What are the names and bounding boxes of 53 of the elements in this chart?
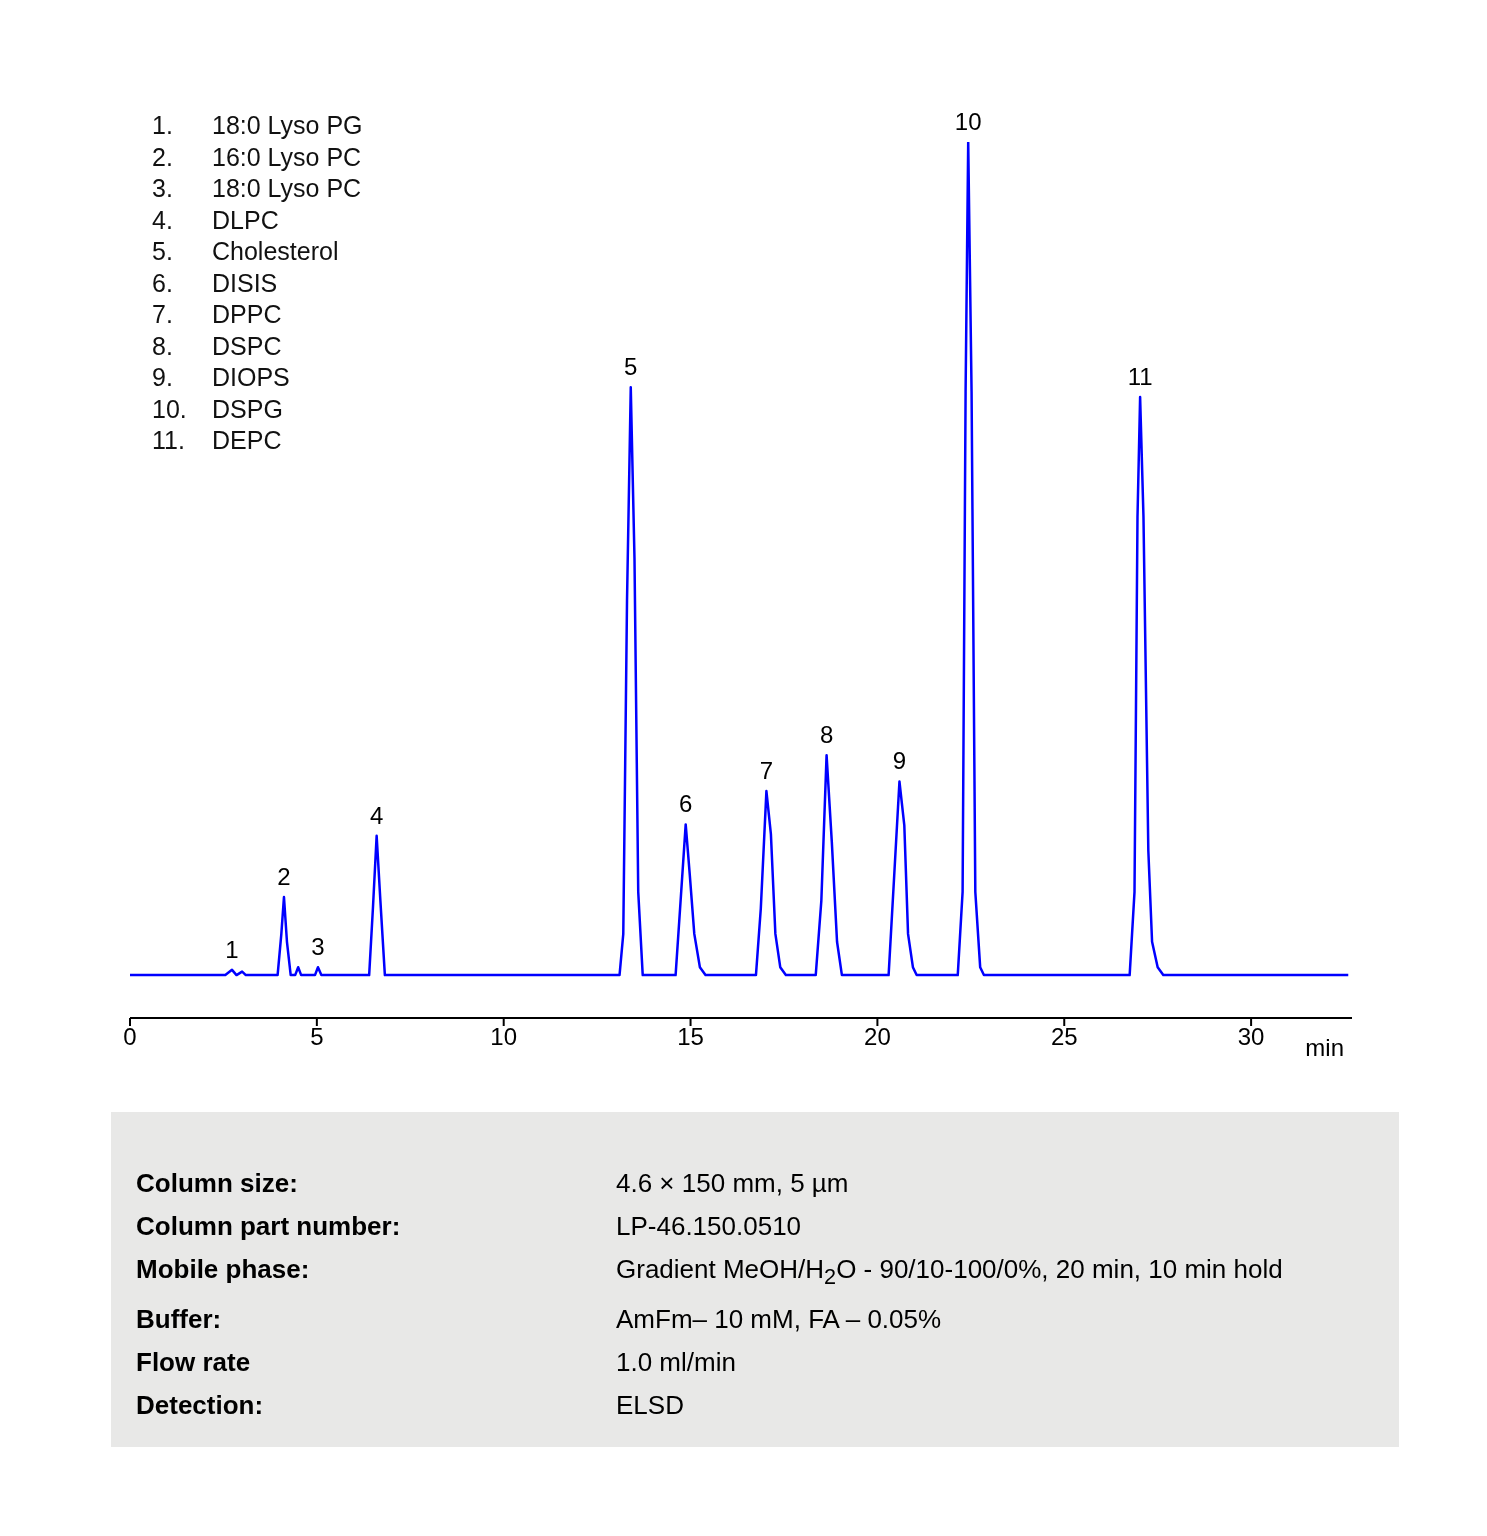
text: Buffer:: [136, 1303, 223, 1337]
annotation: DSPC: [212, 330, 282, 362]
x-tick-label: 30: [1237, 1023, 1265, 1051]
text: 18:0 Lyso PG: [212, 110, 363, 141]
text: ELSD: [616, 1389, 684, 1423]
annotation: 11.: [152, 425, 186, 456]
annotation: 10: [954, 108, 982, 135]
annotation: 4: [369, 801, 384, 829]
annotation: 5: [624, 353, 638, 381]
annotation: 3.: [152, 173, 174, 204]
x-tick-label: 5: [310, 1023, 324, 1051]
text: LP-46.150.0510: [616, 1210, 802, 1243]
annotation: DIOPS: [212, 362, 290, 393]
annotation: 7: [759, 757, 774, 785]
annotation: 10.: [152, 393, 188, 425]
annotation: 9: [892, 747, 907, 775]
x-tick-label: 10: [490, 1023, 518, 1051]
annotation: 8.: [152, 330, 174, 362]
annotation: 5.: [152, 236, 174, 267]
annotation: DSPG: [212, 393, 283, 425]
text: Column part number:: [136, 1210, 402, 1243]
x-axis-title: min: [1305, 1034, 1344, 1061]
x-tick-label: 20: [864, 1023, 891, 1051]
x-tick-label: 0: [123, 1023, 137, 1051]
text: Flow rate: [136, 1346, 252, 1380]
annotation: 1: [225, 935, 239, 963]
annotation: 3: [311, 933, 325, 961]
annotation: 18:0 Lyso PC: [212, 173, 362, 204]
text: Detection:: [136, 1389, 265, 1423]
annotation: DEPC: [212, 425, 282, 456]
annotation: 16:0 Lyso PC: [212, 141, 362, 173]
text: Column size:: [136, 1167, 299, 1200]
annotation: 2.: [152, 141, 174, 173]
annotation: 6: [679, 790, 693, 818]
text: AmFm– 10 mM, FA – 0.05%: [616, 1303, 942, 1337]
annotation: 8: [819, 721, 834, 749]
text: 1.: [152, 110, 174, 141]
annotation: 4.: [152, 204, 174, 236]
annotation: 7.: [152, 299, 174, 330]
text: Gradient MeOH/H$_{2}$O - 90/10-100/0%, 20 min, 10 min hold: [616, 1253, 1283, 1292]
annotation: 2: [277, 863, 291, 891]
annotation: 11: [1127, 362, 1153, 390]
annotation: DISIS: [212, 267, 278, 299]
annotation: 9.: [152, 362, 174, 393]
x-tick-label: 15: [677, 1023, 704, 1051]
x-tick-label: 25: [1050, 1023, 1078, 1051]
text: 1.0 ml/min: [616, 1346, 736, 1380]
annotation: 6.: [152, 267, 174, 299]
annotation: DLPC: [212, 204, 279, 236]
text: Mobile phase:: [136, 1253, 311, 1286]
annotation: DPPC: [212, 299, 282, 330]
text: 4.6 × 150 mm, 5 µm: [616, 1167, 849, 1200]
annotation: Cholesterol: [212, 236, 339, 267]
